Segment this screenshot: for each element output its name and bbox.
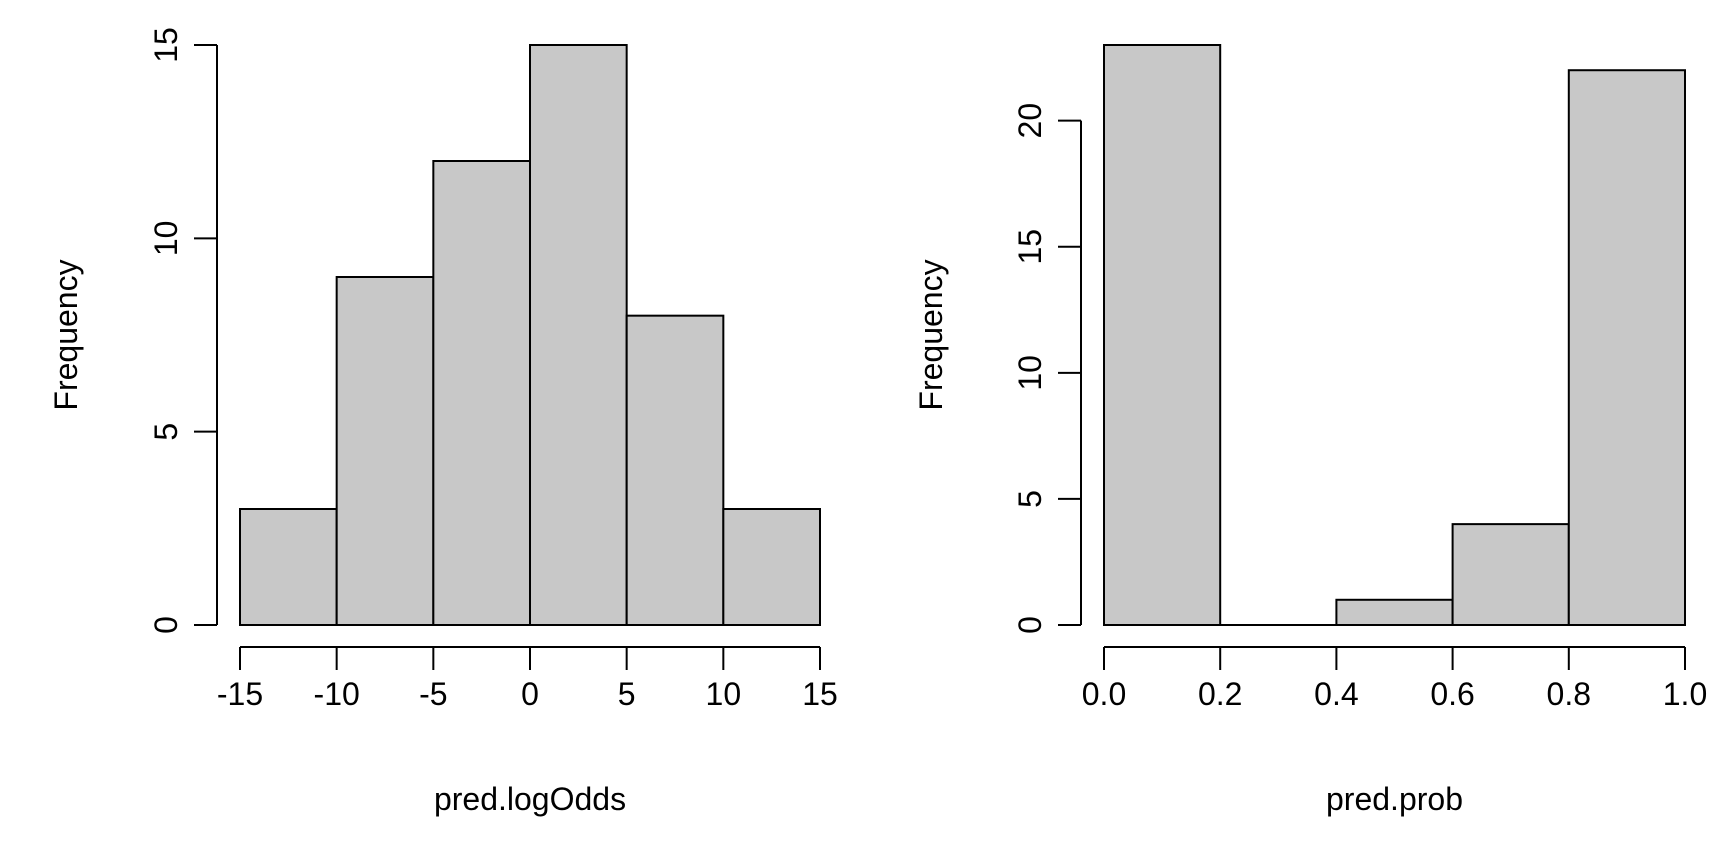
x-tick-label: -15 [217,676,263,712]
y-tick-label: 5 [1012,490,1048,508]
histogram-bar [625,314,725,626]
x-tick-label: 0.0 [1082,676,1126,712]
x-tick-label: 0.8 [1547,676,1591,712]
histogram-panel-logodds: 0 5 10 15 -15 -10 -5 0 5 10 15 pred.logOdds Frequenc… [48,27,838,817]
y-tick-label: 10 [148,221,184,257]
histogram-panel-prob: 0 5 10 15 20 0.0 0.2 0.4 0.6 0.8 1.0 pred.prob Frequ… [913,44,1707,817]
y-tick-label: 15 [148,27,184,63]
y-tick-label: 0 [1012,616,1048,634]
x-tick-label: 0.2 [1198,676,1242,712]
y-tick-label: 15 [1012,229,1048,265]
histogram-bar [1567,69,1687,626]
y-tick-label: 5 [148,423,184,441]
x-tick-label: 5 [618,676,636,712]
histogram-bar [529,44,628,626]
histogram-bar [432,160,532,626]
y-axis-label: Frequency [48,259,84,410]
histogram-bar [722,508,821,626]
x-axis-label: pred.prob [1326,781,1463,817]
histogram-bar [1451,523,1570,626]
histogram-bar [335,276,435,626]
y-tick-label: 20 [1012,103,1048,139]
x-tick-label: -10 [314,676,360,712]
x-tick-label: 0 [521,676,539,712]
x-tick-label: 1.0 [1663,676,1707,712]
y-axis-label: Frequency [913,259,949,410]
histogram-bar [239,508,338,626]
x-axis-label: pred.logOdds [434,781,626,817]
x-tick-label: -5 [419,676,447,712]
x-tick-label: 0.6 [1430,676,1474,712]
histogram-bar [1335,598,1454,626]
histogram-bar [1103,44,1222,626]
y-tick-label: 0 [148,616,184,634]
x-tick-label: 0.4 [1314,676,1358,712]
x-tick-label: 10 [706,676,742,712]
x-tick-label: 15 [802,676,838,712]
y-tick-label: 10 [1012,355,1048,391]
